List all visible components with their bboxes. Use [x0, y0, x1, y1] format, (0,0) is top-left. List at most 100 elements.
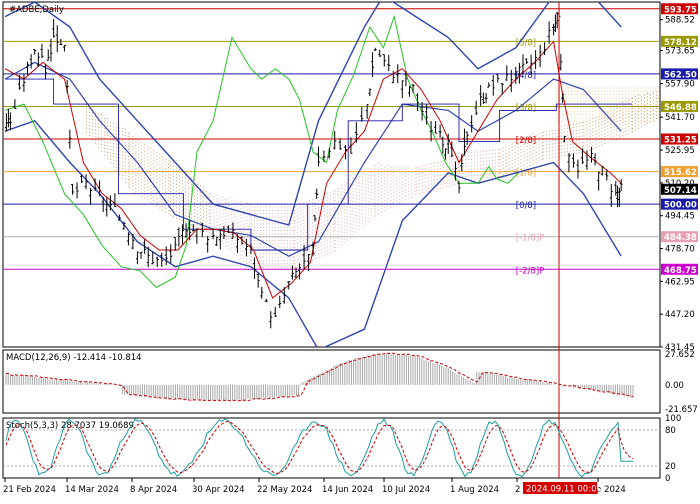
- cloud-dot: [595, 133, 597, 135]
- cloud-dot: [172, 202, 174, 204]
- cloud-dot: [274, 216, 276, 218]
- cloud-dot: [234, 199, 236, 201]
- cloud-dot: [508, 164, 510, 166]
- cloud-dot: [367, 167, 369, 169]
- cloud-dot: [297, 225, 299, 227]
- cloud-dot: [361, 213, 363, 215]
- cloud-dot: [480, 167, 481, 169]
- cloud-dot: [89, 135, 91, 137]
- cloud-dot: [271, 233, 273, 235]
- cloud-dot: [162, 199, 164, 201]
- cloud-dot: [110, 135, 112, 137]
- cloud-dot: [424, 181, 426, 183]
- cloud-dot: [213, 225, 215, 227]
- cloud-dot: [129, 174, 131, 176]
- cloud-dot: [330, 201, 332, 203]
- cloud-dot: [381, 164, 383, 166]
- cloud-dot: [318, 210, 320, 212]
- cloud-dot: [327, 196, 329, 198]
- cloud-dot: [234, 206, 236, 208]
- cloud-dot: [129, 150, 131, 152]
- cloud-dot: [529, 144, 531, 146]
- cloud-dot: [159, 194, 161, 196]
- cloud-dot: [480, 164, 481, 166]
- cloud-dot: [399, 202, 401, 204]
- cloud-dot: [638, 124, 639, 126]
- cloud-dot: [610, 90, 612, 92]
- cloud-dot: [568, 117, 570, 119]
- macd-title: MACD(12,26,9) -12.414 -10.814: [6, 353, 142, 363]
- cloud-dot: [586, 140, 588, 142]
- cloud-dot: [578, 149, 580, 151]
- cloud-dot: [289, 260, 291, 261]
- cloud-dot: [246, 226, 248, 228]
- cloud-dot: [330, 245, 332, 247]
- cloud-dot: [373, 169, 375, 171]
- cloud-dot: [586, 107, 588, 109]
- cloud-dot: [562, 110, 564, 112]
- cloud-dot: [135, 154, 137, 156]
- cloud-dot: [208, 215, 210, 217]
- cloud-dot: [352, 230, 354, 232]
- cloud-dot: [156, 162, 158, 164]
- cloud-dot: [545, 147, 547, 149]
- cloud-dot: [604, 104, 606, 106]
- cloud-dot: [175, 184, 177, 185]
- cloud-dot: [569, 147, 571, 149]
- cloud-dot: [234, 239, 236, 241]
- cloud-dot: [492, 173, 493, 175]
- cloud-dot: [568, 90, 570, 92]
- cloud-dot: [283, 213, 285, 215]
- cloud-dot: [592, 120, 594, 122]
- cloud-dot: [268, 253, 270, 255]
- cloud-dot: [104, 131, 106, 133]
- cloud-dot: [505, 162, 507, 164]
- cloud-dot: [387, 195, 389, 197]
- cloud-dot: [595, 136, 597, 138]
- cloud-dot: [268, 210, 270, 211]
- cloud-dot: [390, 166, 392, 168]
- cloud-dot: [433, 166, 435, 167]
- cloud-dot: [175, 197, 177, 199]
- cloud-dot: [583, 114, 585, 116]
- cloud-dot: [116, 133, 118, 135]
- cloud-dot: [580, 100, 582, 102]
- cloud-dot: [532, 149, 534, 151]
- cloud-dot: [595, 90, 597, 92]
- cloud-dot: [653, 119, 654, 121]
- cloud-dot: [459, 156, 460, 158]
- cloud-dot: [172, 205, 174, 207]
- cloud-dot: [577, 90, 579, 92]
- cloud-dot: [119, 137, 121, 139]
- cloud-dot: [589, 94, 591, 96]
- cloud-dot: [448, 165, 450, 167]
- cloud-dot: [202, 219, 204, 221]
- cloud-dot: [95, 112, 97, 114]
- cloud-dot: [172, 179, 174, 181]
- cloud-dot: [563, 151, 565, 153]
- cloud-dot: [373, 212, 375, 214]
- cloud-dot: [150, 154, 152, 156]
- cloud-dot: [384, 166, 386, 168]
- cloud-dot: [367, 217, 369, 219]
- cloud-dot: [330, 215, 332, 217]
- cloud-dot: [526, 156, 528, 158]
- cloud-dot: [231, 200, 233, 202]
- cloud-dot: [520, 145, 522, 147]
- cloud-dot: [222, 199, 224, 201]
- cloud-dot: [616, 137, 618, 139]
- cloud-dot: [138, 140, 140, 142]
- cloud-dot: [104, 148, 106, 149]
- cloud-dot: [471, 178, 472, 180]
- cloud-dot: [119, 130, 121, 132]
- cloud-dot: [128, 179, 130, 181]
- cloud-dot: [110, 139, 112, 141]
- cloud-dot: [169, 184, 171, 186]
- cloud-dot: [277, 243, 279, 245]
- cloud-dot: [457, 163, 459, 165]
- cloud-dot: [144, 157, 146, 159]
- cloud-dot: [418, 166, 420, 168]
- cloud-dot: [643, 120, 645, 122]
- cloud-dot: [655, 107, 657, 109]
